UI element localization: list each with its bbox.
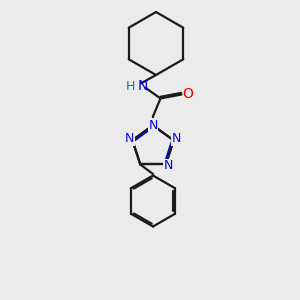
Text: H: H	[126, 80, 135, 93]
Text: N: N	[137, 80, 148, 93]
Text: N: N	[148, 119, 158, 132]
Text: N: N	[172, 132, 181, 145]
Text: N: N	[164, 160, 173, 172]
Text: N: N	[125, 132, 134, 145]
Text: O: O	[183, 88, 194, 101]
